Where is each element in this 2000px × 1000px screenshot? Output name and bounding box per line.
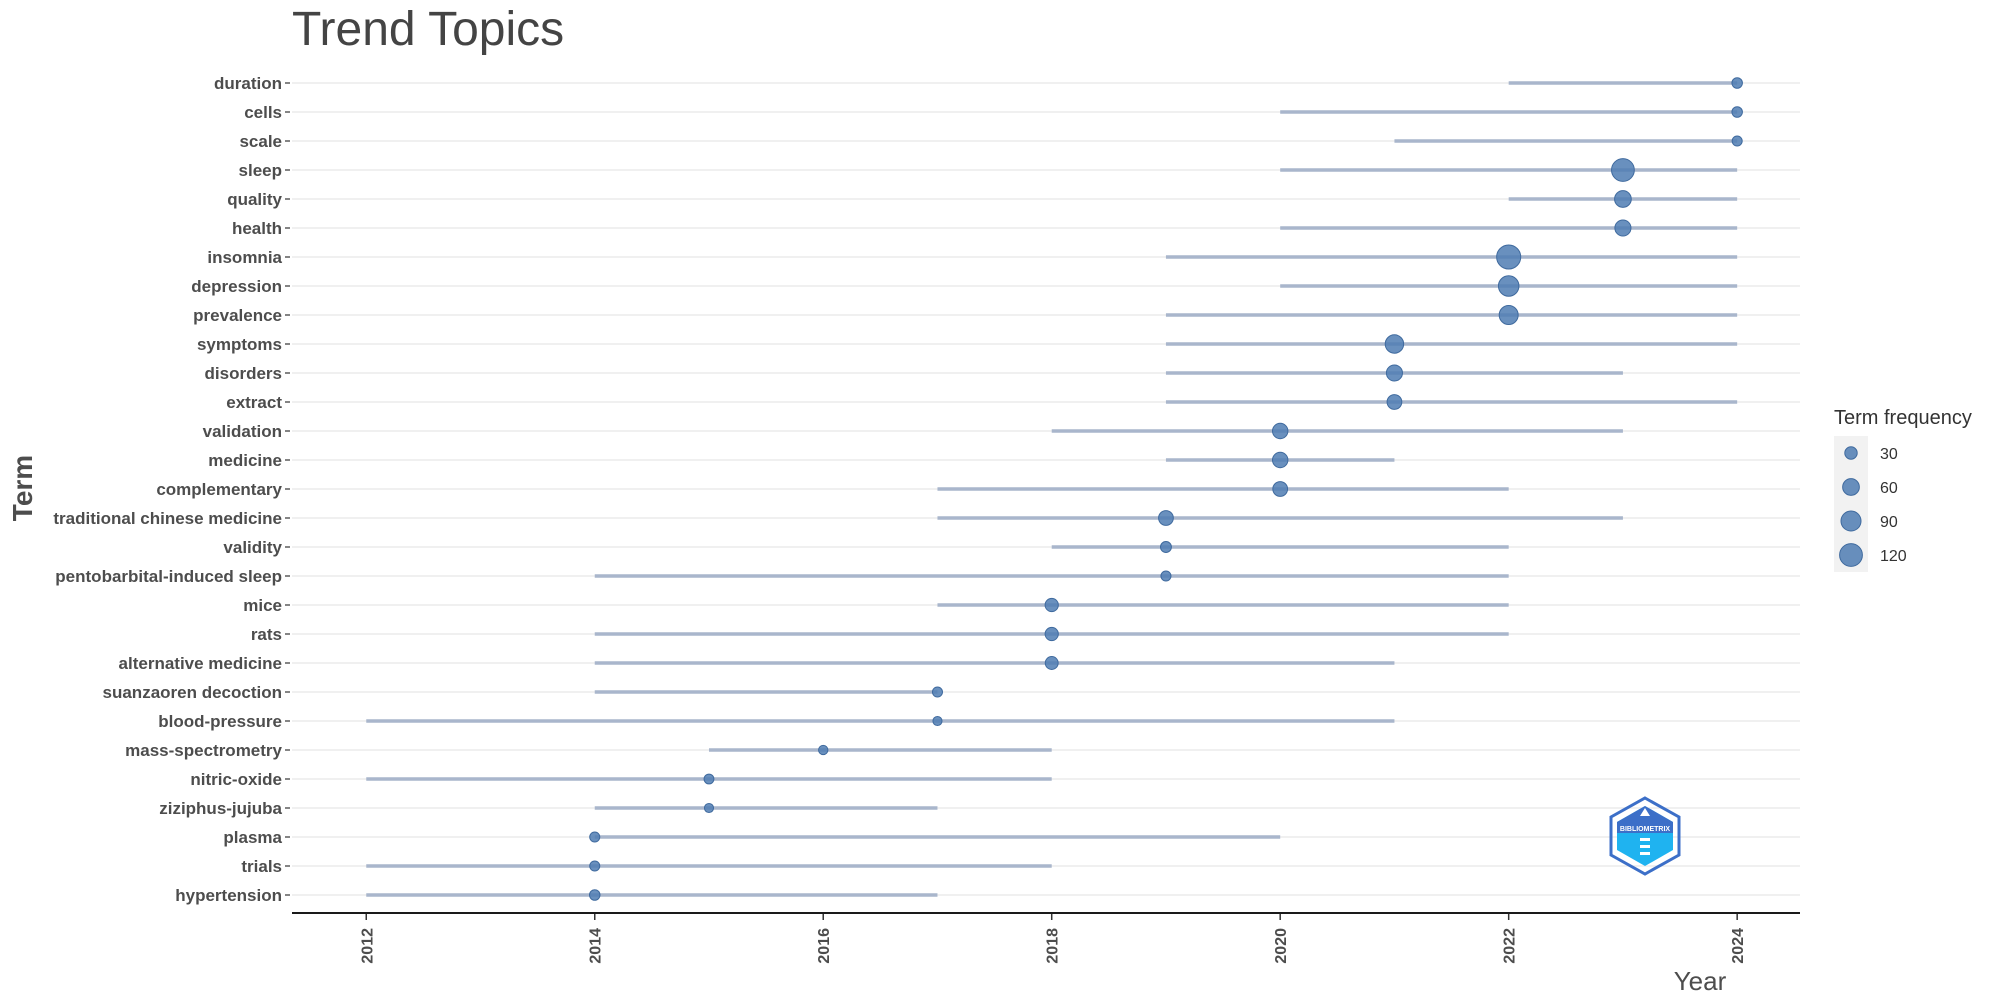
point-symptoms [1384,334,1405,354]
legend-label: 120 [1880,548,1907,565]
point-medicine [1271,451,1289,469]
point-suanzaoren-decoction [931,686,944,698]
y-tick-label: disorders [205,364,282,383]
x-tick-label: 2012 [359,928,376,964]
point-prevalence [1498,305,1519,325]
legend-label: 60 [1880,480,1898,497]
point-disorders [1385,364,1403,382]
point-complementary [1272,481,1289,497]
point-extract [1386,394,1403,410]
point-depression [1497,275,1520,297]
y-tick-label: alternative medicine [119,654,282,673]
point-validation [1271,422,1289,440]
x-tick-label: 2024 [1730,928,1747,964]
logo-arrow [1640,808,1650,816]
logo-text: BIBLIOMETRIX [1620,826,1670,833]
y-axis-labels: duration cells scale sleep quality health inso… [53,74,290,905]
point-trials [589,860,601,872]
y-tick-label: symptoms [197,335,282,354]
x-tick-label: 2022 [1502,928,1519,964]
y-tick-label: hypertension [175,886,282,905]
legend-key [1840,510,1862,532]
point-insomnia [1496,244,1522,270]
legend-key [1842,478,1860,496]
y-tick-label: quality [227,190,282,209]
segments-layer [366,81,1738,897]
y-tick-label: rats [251,625,282,644]
y-tick-label: validity [223,538,282,557]
point-plasma [589,831,601,843]
logo-bar-3 [1640,852,1650,855]
y-tick-label: validation [203,422,282,441]
y-tick-label: nitric-oxide [190,770,282,789]
logo-hex-top [1617,806,1673,833]
point-health [1614,219,1632,237]
y-tick-label: suanzaoren decoction [103,683,282,702]
y-tick-label: extract [226,393,282,412]
y-tick-label: scale [239,132,282,151]
point-scale [1731,135,1743,147]
logo-bar-2 [1640,845,1650,848]
point-ziziphus-jujuba [703,802,715,814]
legend-label: 30 [1880,446,1898,463]
y-tick-label: duration [214,74,282,93]
y-tick-label: medicine [208,451,282,470]
y-tick-label: cells [244,103,282,122]
x-tick-label: 2014 [588,928,605,964]
y-tick-label: mass-spectrometry [125,741,282,760]
y-tick-label: mice [243,596,282,615]
point-blood-pressure [932,715,943,727]
point-hypertension [588,889,601,901]
y-tick-label: insomnia [207,248,282,267]
y-tick-label: prevalence [193,306,282,325]
point-cells [1731,106,1743,118]
y-tick-label: health [232,219,282,238]
logo-bar-1 [1640,838,1650,841]
x-tick-label: 2018 [1045,928,1062,964]
x-axis-ticks: 2012 2014 2016 2018 2020 2022 2024 [359,914,1747,964]
chart-title: Trend Topics [292,3,564,56]
point-traditional-chinese-medicine [1158,510,1174,526]
legend: Term frequency 30 60 90 120 [1834,407,1972,572]
y-tick-label: pentobarbital-induced sleep [55,567,282,586]
legend-key [1839,543,1863,567]
y-tick-label: depression [191,277,282,296]
legend-key [1844,446,1858,460]
y-tick-label: plasma [223,828,282,847]
point-mice [1044,597,1059,613]
y-axis-title: Term [7,455,38,521]
point-alternative-medicine [1044,656,1059,670]
legend-items: 30 60 90 120 [1834,436,1907,572]
legend-title: Term frequency [1834,407,1972,429]
y-tick-label: ziziphus-jujuba [159,799,282,818]
point-sleep [1611,158,1635,182]
y-tick-label: trials [241,857,282,876]
point-duration [1731,77,1743,89]
point-mass-spectrometry [818,744,829,756]
logo-hex-outer [1609,796,1681,876]
point-pentobarbital-induced-sleep [1160,570,1172,582]
point-validity [1159,541,1172,553]
y-tick-label: complementary [156,480,282,499]
y-tick-label: sleep [239,161,282,180]
point-nitric-oxide [703,773,715,785]
y-tick-label: traditional chinese medicine [53,509,282,528]
bibliometrix-logo-icon: BIBLIOMETRIX [1609,796,1681,876]
y-tick-label: blood-pressure [158,712,282,731]
x-tick-label: 2016 [816,928,833,964]
point-quality [1614,190,1632,208]
x-tick-label: 2020 [1273,928,1290,964]
points-layer [588,77,1743,901]
legend-label: 90 [1880,514,1898,531]
point-rats [1044,626,1059,642]
x-axis-title: Year [1674,966,1727,996]
